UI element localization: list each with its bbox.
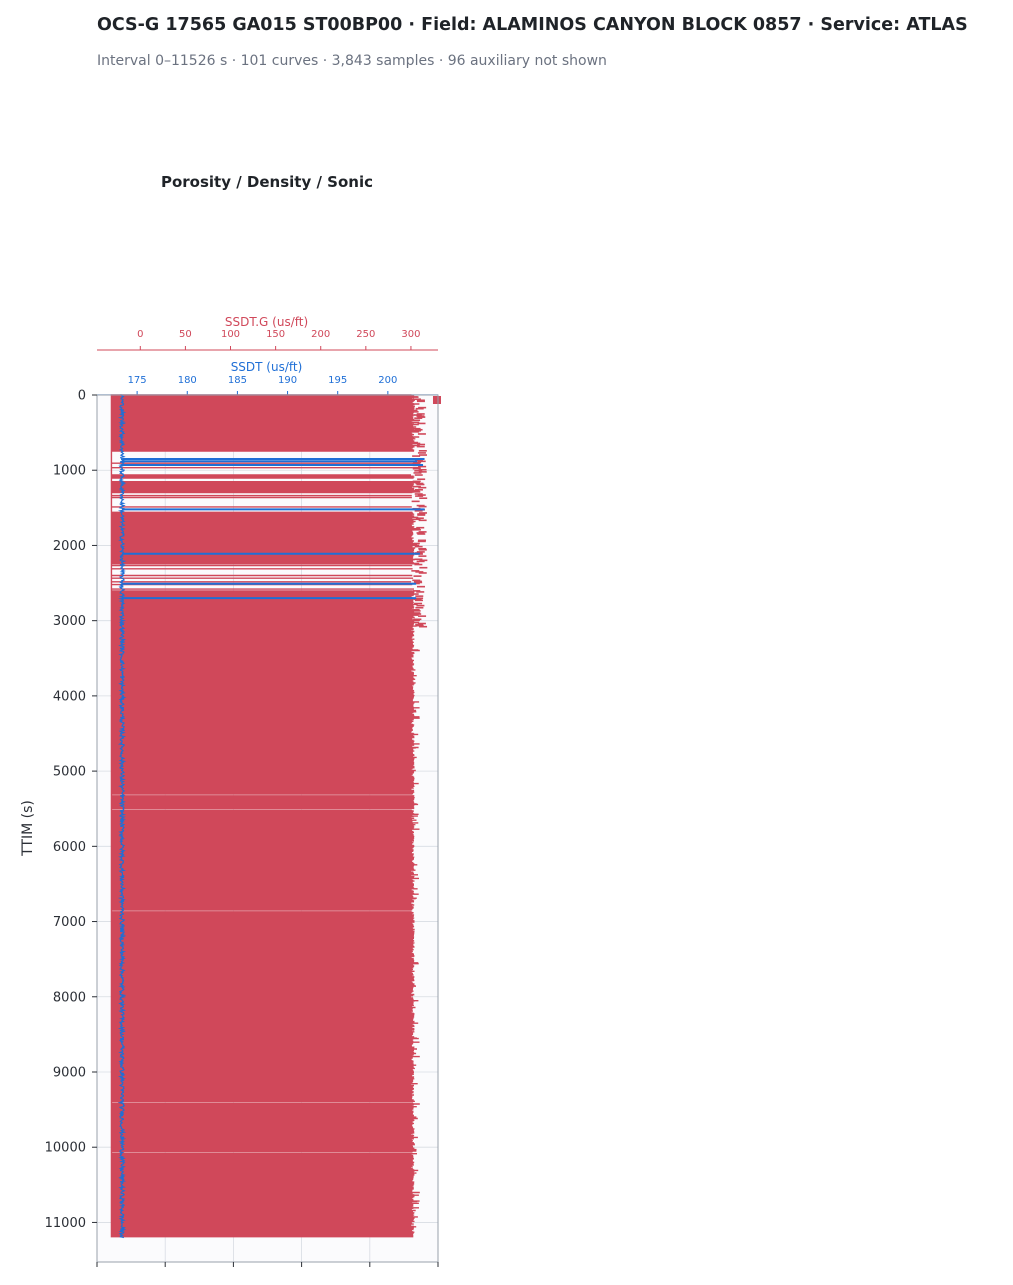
y-tick-label: 7000 <box>53 915 86 930</box>
ssdt-g-tick-label: 300 <box>401 329 420 340</box>
ssdt-g-tick-label: 250 <box>356 329 375 340</box>
y-tick-label: 1000 <box>53 464 86 479</box>
series-ssdt <box>117 394 441 1239</box>
ssdt-g-tick-label: 150 <box>266 329 285 340</box>
ssdt-tick-label: 190 <box>278 375 297 386</box>
ssdt-curve <box>117 394 127 1239</box>
y-tick-label: 0 <box>78 389 86 404</box>
y-tick-label: 6000 <box>53 840 86 855</box>
y-tick-label: 5000 <box>53 765 86 780</box>
track-frame <box>96 394 439 1263</box>
bottom-axis <box>96 1262 439 1267</box>
ssdt-g-tick-label: 100 <box>221 329 240 340</box>
y-tick-label: 4000 <box>53 689 86 704</box>
y-tick-label: 11000 <box>45 1216 86 1231</box>
y-axis: 0 1000 2000 3000 4000 5000 6000 7000 8000 9000 100… <box>45 389 97 1231</box>
ssdt-axis-label: SSDT (us/ft) <box>231 360 303 374</box>
ssdt-g-curve <box>110 394 420 1238</box>
track-title: Porosity / Density / Sonic <box>161 173 373 191</box>
y-axis-label: TTIM (s) <box>20 800 36 857</box>
ssdt-axis: 175 180 185 190 195 200 SSDT (us/ft) <box>97 360 438 396</box>
ssdt-tick-label: 200 <box>378 375 397 386</box>
ssdt-tick-label: 195 <box>328 375 347 386</box>
y-tick-label: 3000 <box>53 614 86 629</box>
ssdt-g-tick-label: 0 <box>137 329 143 340</box>
ssdt-g-tick-label: 200 <box>311 329 330 340</box>
ssdt-top-marker <box>432 396 441 404</box>
y-tick-label: 9000 <box>53 1065 86 1080</box>
ssdt-g-tick-label: 50 <box>179 329 192 340</box>
y-tick-label: 2000 <box>53 539 86 554</box>
series-ssdt-g <box>110 394 428 1238</box>
ssdt-tick-label: 175 <box>128 375 147 386</box>
page-subtitle: Interval 0–11526 s · 101 curves · 3,843 … <box>97 53 607 69</box>
ssdt-tick-label: 180 <box>178 375 197 386</box>
y-tick-label: 10000 <box>45 1141 86 1156</box>
ssdt-g-axis-label: SSDT.G (us/ft) <box>225 315 308 329</box>
ssdt-tick-label: 185 <box>228 375 247 386</box>
y-tick-label: 8000 <box>53 990 86 1005</box>
page-title: OCS-G 17565 GA015 ST00BP00 · Field: ALAM… <box>97 15 968 35</box>
ssdt-g-axis: 0 50 100 150 200 250 300 SSDT.G (us/ft) <box>97 315 438 351</box>
